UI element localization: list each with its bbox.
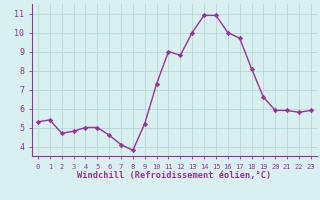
X-axis label: Windchill (Refroidissement éolien,°C): Windchill (Refroidissement éolien,°C) xyxy=(77,171,272,180)
